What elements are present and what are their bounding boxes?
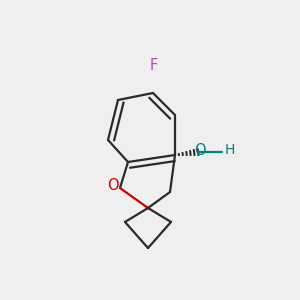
Text: O: O (194, 143, 205, 158)
Text: O: O (108, 178, 119, 193)
Text: H: H (225, 143, 236, 158)
Text: F: F (150, 58, 158, 73)
